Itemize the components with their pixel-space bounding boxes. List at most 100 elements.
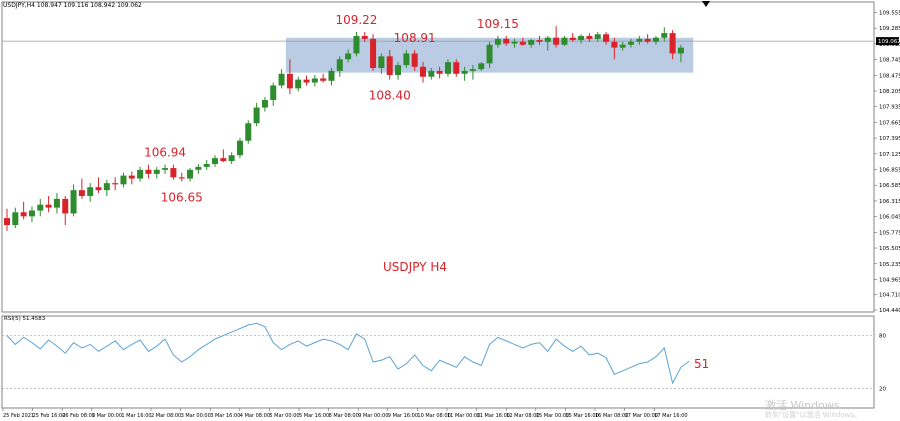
candle-body <box>528 40 535 45</box>
y-tick-label: 107.395 <box>879 136 900 142</box>
candle-body <box>395 65 402 75</box>
candle-body <box>87 187 94 196</box>
candle-body <box>536 40 543 42</box>
candle-body <box>478 63 485 70</box>
price-annotation: 108.40 <box>369 89 411 103</box>
candle-body <box>4 218 10 226</box>
candle-body <box>544 37 551 42</box>
candle-body <box>153 169 160 174</box>
candle-body <box>112 183 119 185</box>
candle-body <box>78 190 85 196</box>
candle-body <box>353 35 360 54</box>
candle-body <box>20 212 27 217</box>
candle-body <box>103 183 110 191</box>
candle-body <box>162 168 169 170</box>
candle-body <box>145 169 152 174</box>
current-price-tag <box>876 37 899 46</box>
candle-body <box>644 38 651 42</box>
candle-body <box>278 73 285 86</box>
x-tick-label: 3 Mar 00:00 <box>181 413 211 419</box>
y-tick-label: 107.125 <box>879 152 900 158</box>
y-tick-label: 107.935 <box>879 105 900 111</box>
x-tick-label: 10 Mar 08:00 <box>417 413 450 419</box>
candle-body <box>236 140 243 156</box>
price-annotation: 106.65 <box>161 190 203 204</box>
candle-body <box>53 198 60 208</box>
y-tick-label: 106.315 <box>879 199 900 205</box>
price-annotation: 109.22 <box>335 13 377 27</box>
candle-body <box>261 99 268 108</box>
candle-body <box>561 37 568 45</box>
y-tick-label: 106.585 <box>879 183 900 189</box>
rsi-title: RSI(5) 51.4583 <box>4 316 46 322</box>
candle-body <box>661 33 668 38</box>
y-tick-label: 106.045 <box>879 215 900 221</box>
y-tick-label: 104.710 <box>879 292 900 298</box>
candle-body <box>245 123 252 141</box>
candle-body <box>320 78 327 81</box>
candle-body <box>303 79 310 83</box>
candle-body <box>212 158 218 164</box>
candle-body <box>611 41 618 48</box>
x-tick-label: 9 Mar 16:00 <box>388 413 418 419</box>
y-tick-label: 108.745 <box>879 58 900 64</box>
candle-body <box>370 38 377 68</box>
y-tick-label: 105.505 <box>879 246 900 252</box>
candle-body <box>511 41 518 44</box>
candle-body <box>70 190 77 214</box>
candle-body <box>519 41 526 45</box>
candle-body <box>420 66 426 77</box>
candle-body <box>378 56 385 68</box>
candle-body <box>469 69 476 71</box>
candle-body <box>328 70 335 81</box>
candle-body <box>636 38 643 42</box>
y-tick-label: 105.775 <box>879 230 900 236</box>
candle-body <box>203 163 210 167</box>
candle-body <box>220 158 227 162</box>
candle-body <box>428 70 435 77</box>
candle-body <box>411 53 418 67</box>
x-tick-label: 11 Mar 16:00 <box>477 413 510 419</box>
x-tick-label: 5 Mar 00:00 <box>269 413 299 419</box>
chart-collapse-icon[interactable] <box>702 1 710 7</box>
y-tick-label: 106.855 <box>879 168 900 174</box>
symbol-title: USDJPY,H4 <box>3 2 35 9</box>
x-tick-label: 4 Mar 08:00 <box>240 413 270 419</box>
candle-body <box>586 35 593 39</box>
candle-body <box>652 37 659 42</box>
candle-body <box>677 47 684 54</box>
y-tick-label: 109.555 <box>879 10 900 16</box>
chart-label: USDJPY H4 <box>383 260 447 274</box>
candle-body <box>569 37 576 41</box>
price-annotation: 106.94 <box>144 146 186 160</box>
candle-body <box>228 155 235 162</box>
candle-body <box>436 70 443 74</box>
candle-body <box>95 187 102 191</box>
candle-body <box>386 56 393 75</box>
x-tick-label: 1 Mar 16:00 <box>121 413 151 419</box>
candle-body <box>361 35 368 39</box>
candle-body <box>270 85 277 100</box>
x-tick-label: 3 Mar 16:00 <box>210 413 240 419</box>
y-tick-label: 109.285 <box>879 26 900 32</box>
candle-body <box>253 107 260 124</box>
candle-body <box>403 53 410 66</box>
candle-body <box>37 204 44 211</box>
rsi-level-label: 80 <box>879 334 886 340</box>
x-tick-label: 15 Mar 16:00 <box>565 413 598 419</box>
candle-body <box>45 204 52 208</box>
x-tick-label: 26 Feb 08:00 <box>62 413 95 419</box>
candle-body <box>170 168 177 178</box>
x-tick-label: 17 Mar 16:00 <box>654 413 687 419</box>
candle-body <box>628 41 634 45</box>
candle-body <box>286 73 293 89</box>
candle-body <box>461 70 468 74</box>
watermark-line2: 转到"设置"以激活 Windows。 <box>765 411 861 419</box>
candle-body <box>594 34 601 39</box>
x-tick-label: 17 Mar 00:00 <box>625 413 658 419</box>
candle-body <box>120 175 127 185</box>
x-tick-label: 1 Mar 00:00 <box>92 413 122 419</box>
x-tick-label: 25 Feb 16:00 <box>33 413 66 419</box>
candle-body <box>444 62 451 74</box>
